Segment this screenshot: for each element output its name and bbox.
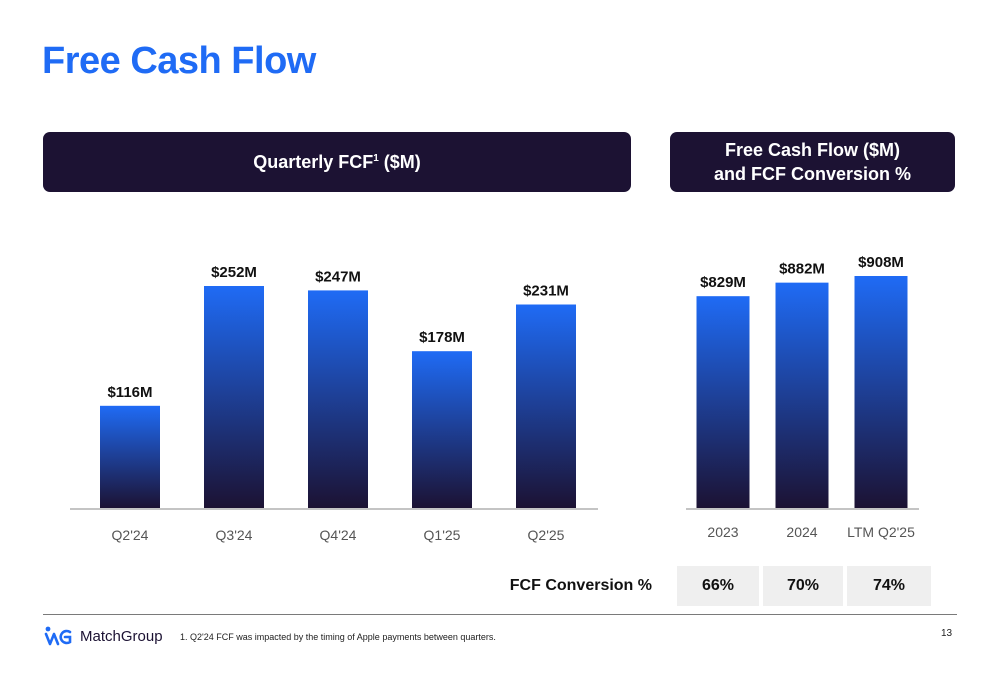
- data-label: $231M: [523, 283, 569, 300]
- bar-2023: [696, 296, 750, 508]
- quarterly-fcf-header-suffix: ($M): [378, 152, 421, 172]
- tick-label: 2023: [707, 524, 738, 540]
- quarterly-fcf-header: Quarterly FCF1 ($M): [43, 132, 631, 192]
- footnote: 1. Q2'24 FCF was impacted by the timing …: [180, 632, 496, 642]
- bar-q3-24: [204, 286, 264, 508]
- footer-divider: [43, 614, 957, 615]
- bar-q4-24: [308, 290, 368, 508]
- footnote-marker: 1: [373, 153, 379, 164]
- annual-fcf-header-line1: Free Cash Flow ($M): [724, 140, 901, 160]
- data-label: $116M: [107, 384, 152, 401]
- tick-label: 2024: [786, 524, 817, 540]
- annual-fcf-header: Free Cash Flow ($M) and FCF Conversion %: [670, 132, 955, 192]
- data-label: $908M: [858, 254, 904, 271]
- matchgroup-logo: MatchGroup: [44, 625, 163, 647]
- fcf-conversion-2023: 66%: [677, 566, 759, 606]
- page-number: 13: [941, 628, 953, 639]
- data-label: $178M: [419, 329, 465, 346]
- matchgroup-logo-icon: [44, 626, 72, 646]
- data-label: $252M: [211, 264, 257, 281]
- bar-q2-25: [516, 304, 576, 508]
- fcf-conversion-2024: 70%: [763, 566, 843, 606]
- fcf-conversion-label: FCF Conversion %: [509, 577, 652, 594]
- data-label: $829M: [700, 274, 746, 291]
- bar-q2-24: [100, 405, 160, 508]
- tick-label: Q2'25: [528, 527, 565, 543]
- bar-q1-25: [412, 351, 472, 508]
- quarterly-fcf-header-text: Quarterly FCF: [253, 152, 374, 172]
- annual-fcf-header-line2: and FCF Conversion %: [713, 164, 911, 184]
- tick-label: Q3'24: [216, 527, 253, 543]
- tick-label: Q4'24: [320, 527, 357, 543]
- data-label: $882M: [779, 261, 825, 278]
- bar-2024: [775, 282, 829, 508]
- tick-label: Q1'25: [424, 527, 461, 543]
- tick-label: LTM Q2'25: [847, 524, 915, 540]
- bar-ltm-q2-25: [854, 276, 908, 508]
- tick-label: Q2'24: [112, 527, 149, 543]
- fcf-conversion-ltm: 74%: [847, 566, 931, 606]
- data-label: $247M: [315, 268, 361, 285]
- page-title: Free Cash Flow: [42, 40, 316, 82]
- logo-text: MatchGroup: [80, 627, 163, 645]
